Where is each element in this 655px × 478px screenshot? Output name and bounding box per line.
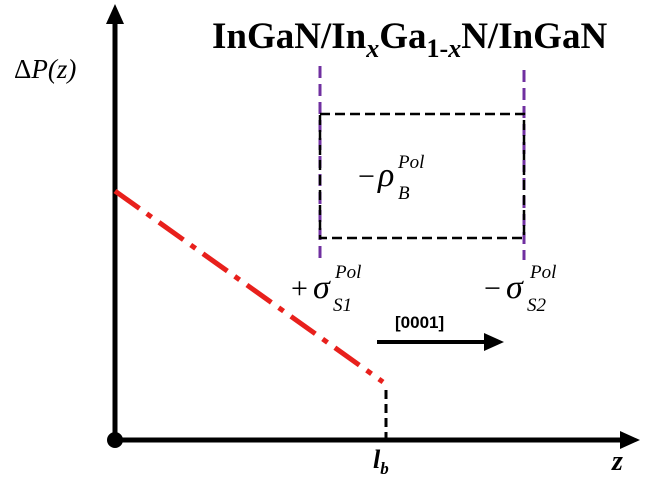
- surface-charge-2-label: − σ Pol S2: [484, 262, 556, 316]
- y-axis-arrowhead: [106, 4, 124, 24]
- svg-text:Pol: Pol: [529, 262, 556, 283]
- svg-text:S1: S1: [333, 295, 352, 316]
- svg-text:σ: σ: [506, 269, 524, 306]
- svg-text:−: −: [484, 272, 501, 305]
- x-axis-label: z: [611, 446, 623, 477]
- bulk-charge-box: [318, 112, 526, 240]
- polarization-line: [113, 188, 385, 385]
- title: InGaN/InxGa1-xN/InGaN: [212, 16, 607, 63]
- lb-tick-label: lb: [373, 445, 389, 478]
- svg-text:B: B: [398, 183, 410, 204]
- y-axis-label: ΔP(z): [14, 54, 76, 84]
- svg-text:−: −: [358, 160, 375, 193]
- bulk-charge-label: − ρ Pol B: [358, 152, 424, 204]
- svg-text:S2: S2: [527, 295, 547, 316]
- svg-text:Pol: Pol: [397, 152, 424, 173]
- direction-arrowhead: [484, 333, 504, 351]
- svg-text:+: +: [291, 272, 308, 305]
- svg-text:ρ: ρ: [377, 157, 394, 194]
- svg-text:Pol: Pol: [334, 262, 361, 283]
- origin-dot: [107, 432, 123, 448]
- surface-charge-1-label: + σ Pol S1: [291, 262, 361, 316]
- x-axis-arrowhead: [620, 431, 640, 449]
- direction-label: [0001]: [395, 313, 444, 332]
- svg-text:σ: σ: [313, 269, 331, 306]
